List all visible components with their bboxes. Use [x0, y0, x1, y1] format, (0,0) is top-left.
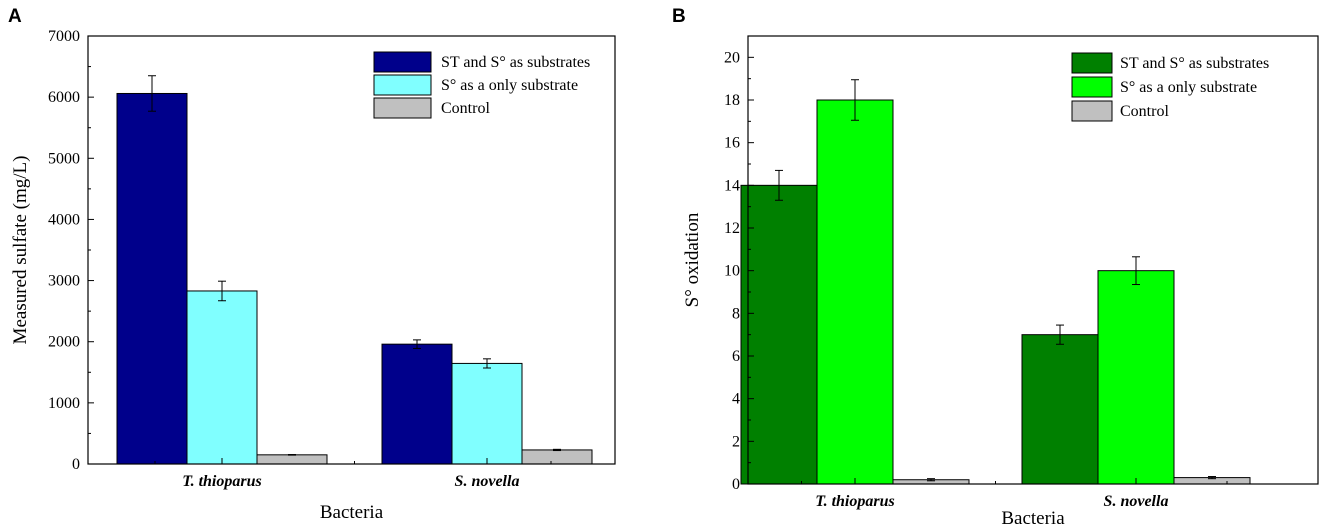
bar-a-s2-c0: [256, 454, 328, 465]
legend-label: Control: [1120, 103, 1169, 120]
error-bar: [1056, 324, 1064, 345]
error-bar: [1208, 476, 1216, 480]
x-axis-title: Bacteria: [320, 502, 384, 523]
error-bar: [553, 448, 561, 452]
bar-a-s0-c1: [381, 343, 453, 465]
legend-label: S° as a only substrate: [441, 77, 578, 94]
error-bar: [927, 478, 935, 482]
y-tick-label: 2000: [48, 334, 80, 351]
y-tick-label: 6: [732, 348, 740, 365]
error-bar: [218, 280, 226, 302]
y-axis-title: S° oxidation: [682, 212, 703, 307]
plot-frame: [747, 35, 1319, 485]
legend: ST and S° as substrates S° as a only subs…: [1071, 52, 1269, 122]
chart-panel-a: A 0 1000 2000 3000 4000 5000 6000 7000 T. thiopar…: [8, 6, 616, 523]
category-label: S. novella: [1104, 493, 1169, 510]
legend-label: ST and S° as substrates: [1120, 55, 1269, 72]
bar-a-s1-c1: [451, 362, 523, 465]
y-tick-label: 16: [724, 135, 740, 152]
error-bar: [1132, 256, 1140, 286]
y-tick-label: 14: [724, 177, 740, 194]
category-label: T. thioparus: [182, 473, 261, 490]
legend-swatch: [373, 74, 432, 96]
bar-b-s1-c0: [816, 99, 894, 485]
y-tick-label: 12: [724, 220, 740, 237]
y-tick-label: 3000: [48, 273, 80, 290]
error-bar: [483, 358, 491, 369]
bar-b-s1-c1: [1097, 270, 1175, 485]
y-tick-label: 20: [724, 49, 740, 66]
bar-a-s0-c0: [116, 92, 188, 465]
chart-panel-b: B 0 2 4 6 8 10 12 14 16 18 20 T. thioparus S. novella…: [672, 6, 1319, 529]
panel-letter: A: [8, 6, 22, 27]
y-tick-label: 2: [732, 433, 740, 450]
y-tick-label: 0: [732, 476, 740, 493]
x-axis-title: Bacteria: [1001, 508, 1065, 529]
legend: ST and S° as substrates S° as a only subs…: [373, 51, 590, 119]
legend-swatch: [1071, 100, 1113, 122]
category-label: S. novella: [455, 473, 520, 490]
bar-a-s1-c0: [186, 290, 258, 465]
category-label: T. thioparus: [815, 493, 894, 510]
bar-b-s0-c0: [740, 184, 818, 485]
legend-swatch: [373, 51, 432, 73]
y-tick-label: 8: [732, 305, 740, 322]
y-tick-label: 4000: [48, 211, 80, 228]
legend-swatch: [1071, 76, 1113, 98]
legend-swatch: [373, 97, 432, 119]
y-tick-label: 0: [72, 456, 80, 473]
y-tick-label: 10: [724, 263, 740, 280]
y-tick-label: 4: [732, 391, 740, 408]
legend-swatch: [1071, 52, 1113, 74]
error-bar: [413, 339, 421, 349]
legend-label: Control: [441, 100, 490, 117]
legend-label: S° as a only substrate: [1120, 79, 1257, 96]
error-bar: [775, 169, 783, 201]
error-bar: [148, 75, 156, 112]
y-tick-label: 1000: [48, 395, 80, 412]
bar-a-s2-c1: [521, 449, 593, 465]
legend-label: ST and S° as substrates: [441, 54, 590, 71]
y-axis-title: Measured sulfate (mg/L): [10, 156, 31, 345]
y-tick-label: 6000: [48, 89, 80, 106]
y-tick-label: 18: [724, 92, 740, 109]
error-bar: [288, 454, 296, 456]
y-tick-label: 7000: [48, 28, 80, 45]
error-bar: [851, 79, 859, 121]
bar-b-s0-c1: [1021, 334, 1099, 485]
panel-letter: B: [672, 6, 686, 27]
y-tick-label: 5000: [48, 150, 80, 167]
